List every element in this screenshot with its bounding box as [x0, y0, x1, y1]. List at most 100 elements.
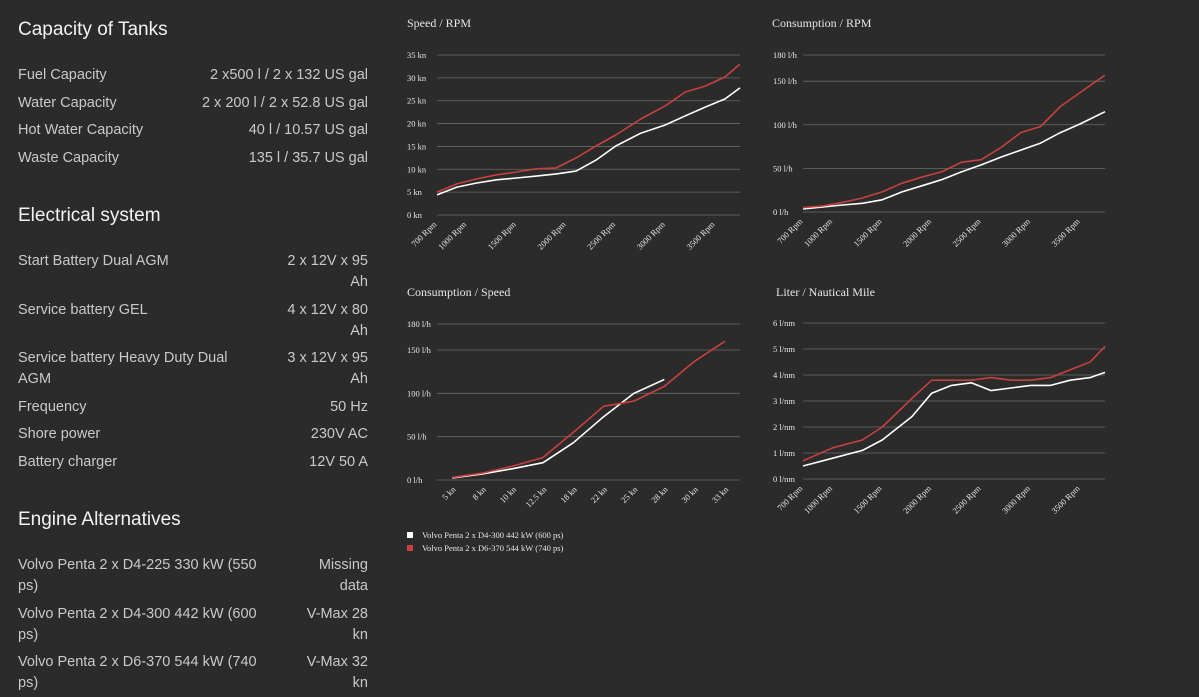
chart: Consumption / Speed 5 kn 8 kn 10 kn 12.5 kn 1… — [407, 285, 740, 509]
y-tick-label: 6 l/nm — [773, 318, 795, 328]
x-tick-label: 28 kn — [649, 484, 670, 505]
spec-row: Volvo Penta 2 x D6-370 544 kW (740 ps) V-… — [18, 649, 368, 697]
y-tick-label: 100 l/h — [773, 120, 798, 130]
spec-value: V-Max 32 kn — [306, 654, 368, 692]
spec-label: Water Capacity — [18, 94, 117, 111]
spec-section: Electrical system Start Battery Dual AGM 2… — [18, 204, 368, 476]
spec-value: 135 l / 35.7 US gal — [248, 149, 368, 166]
y-tick-label: 25 kn — [407, 96, 427, 106]
x-tick-label: 2500 Rpm — [950, 216, 983, 249]
chart-title: Consumption / Speed — [407, 285, 510, 299]
x-tick-label: 2500 Rpm — [585, 219, 618, 252]
y-tick-label: 15 kn — [407, 141, 427, 151]
y-tick-label: 5 kn — [407, 187, 423, 197]
series-line — [436, 63, 741, 193]
series-line — [802, 345, 1106, 462]
spec-row: Shore power 230V AC — [18, 421, 368, 449]
spec-label: Start Battery Dual AGM — [18, 253, 169, 270]
legend-swatch — [407, 532, 413, 538]
x-tick-label: 3500 Rpm — [1049, 216, 1082, 249]
y-tick-label: 0 l/nm — [773, 474, 795, 484]
spec-row: Service battery GEL 4 x 12V x 80 Ah — [18, 297, 368, 346]
x-tick-label: 2500 Rpm — [950, 483, 983, 516]
x-tick-label: 3500 Rpm — [1049, 483, 1082, 516]
x-tick-label: 10 kn — [498, 484, 519, 505]
chart-title: Speed / RPM — [407, 16, 471, 30]
spec-row: Battery charger 12V 50 A — [18, 449, 368, 477]
y-tick-label: 35 kn — [407, 50, 427, 60]
series-line — [451, 378, 665, 479]
spec-row: Frequency 50 Hz — [18, 394, 368, 422]
y-tick-label: 2 l/nm — [773, 422, 795, 432]
spec-value: V-Max 28 kn — [306, 605, 368, 643]
spec-value: 2 x 200 l / 2 x 52.8 US gal — [201, 94, 368, 111]
spec-section: Engine Alternatives Volvo Penta 2 x D4-22… — [18, 508, 368, 697]
section-title: Capacity of Tanks — [18, 19, 168, 40]
x-tick-label: 3500 Rpm — [684, 219, 717, 252]
y-tick-label: 1 l/nm — [773, 448, 795, 458]
x-tick-label: 3000 Rpm — [1000, 483, 1033, 516]
legend-swatch — [407, 545, 413, 551]
x-tick-label: 1000 Rpm — [802, 216, 835, 249]
spec-row: Start Battery Dual AGM 2 x 12V x 95 Ah — [18, 248, 368, 297]
x-tick-label: 12.5 kn — [523, 484, 549, 510]
x-tick-label: 33 kn — [710, 484, 731, 505]
spec-label: Volvo Penta 2 x D6-370 544 kW (740 ps) — [18, 654, 257, 692]
spec-row: Volvo Penta 2 x D4-225 330 kW (550 ps) Mi… — [18, 552, 368, 601]
y-tick-label: 20 kn — [407, 119, 427, 129]
spec-row: Volvo Penta 2 x D4-300 442 kW (600 ps) V-… — [18, 601, 368, 650]
x-tick-label: 700 Rpm — [775, 216, 805, 246]
y-tick-label: 10 kn — [407, 164, 427, 174]
spec-value: 2 x500 l / 2 x 132 US gal — [210, 67, 368, 84]
spec-row: Fuel Capacity 2 x500 l / 2 x 132 US gal — [18, 62, 368, 90]
spec-value: 3 x 12V x 95 Ah — [287, 350, 368, 388]
chart-title: Consumption / RPM — [772, 16, 872, 30]
legend-label: Volvo Penta 2 x D4-300 442 kW (600 ps) — [422, 530, 564, 540]
section-title: Electrical system — [18, 205, 161, 226]
chart-title: Liter / Nautical Mile — [776, 285, 875, 299]
x-tick-label: 700 Rpm — [775, 483, 805, 513]
spec-label: Service battery Heavy Duty Dual AGM — [18, 350, 228, 388]
x-tick-label: 3000 Rpm — [1000, 216, 1033, 249]
x-tick-label: 8 kn — [470, 484, 488, 502]
section-title: Engine Alternatives — [18, 509, 181, 530]
spec-list: Capacity of Tanks Fuel Capacity 2 x500 l /… — [18, 18, 368, 697]
spec-label: Battery charger — [18, 453, 118, 470]
x-tick-label: 1500 Rpm — [851, 216, 884, 249]
spec-section: Capacity of Tanks Fuel Capacity 2 x500 l /… — [18, 18, 368, 172]
x-tick-label: 5 kn — [440, 484, 458, 502]
x-tick-label: 2000 Rpm — [901, 483, 934, 516]
y-tick-label: 50 l/h — [407, 432, 427, 442]
x-tick-label: 1500 Rpm — [486, 219, 519, 252]
y-tick-label: 0 kn — [407, 210, 423, 220]
legend-label: Volvo Penta 2 x D6-370 544 kW (740 ps) — [422, 543, 564, 553]
spec-value: 50 Hz — [330, 398, 368, 415]
y-tick-label: 0 l/h — [773, 207, 789, 217]
spec-value: Missing data — [318, 557, 368, 595]
x-tick-label: 2000 Rpm — [901, 216, 934, 249]
y-tick-label: 50 l/h — [773, 163, 793, 173]
y-tick-label: 0 l/h — [407, 475, 423, 485]
x-tick-label: 1500 Rpm — [851, 483, 884, 516]
y-tick-label: 180 l/h — [773, 50, 798, 60]
x-tick-label: 1000 Rpm — [802, 483, 835, 516]
x-tick-label: 18 kn — [558, 484, 579, 505]
y-tick-label: 180 l/h — [407, 319, 432, 329]
spec-value: 4 x 12V x 80 Ah — [287, 301, 368, 339]
series-line — [451, 340, 726, 479]
series-line — [802, 110, 1106, 210]
x-tick-label: 700 Rpm — [409, 219, 439, 249]
spec-row: Water Capacity 2 x 200 l / 2 x 52.8 US ga… — [18, 90, 368, 118]
y-tick-label: 100 l/h — [407, 388, 432, 398]
y-tick-label: 4 l/nm — [773, 370, 795, 380]
spec-label: Service battery GEL — [18, 301, 148, 318]
x-tick-label: 30 kn — [679, 484, 700, 505]
x-tick-label: 2000 Rpm — [535, 219, 568, 252]
series-line — [436, 87, 741, 196]
y-tick-label: 150 l/h — [773, 76, 798, 86]
spec-label: Waste Capacity — [18, 149, 119, 166]
